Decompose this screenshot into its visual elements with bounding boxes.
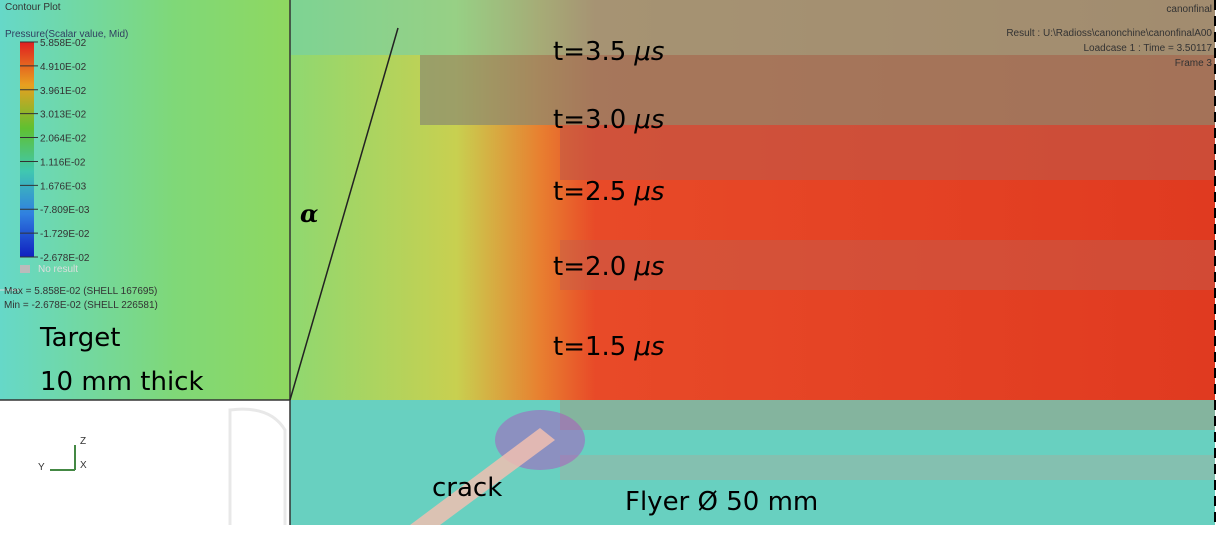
angle-label: α bbox=[300, 199, 318, 228]
time-value: t=3.0 bbox=[553, 105, 626, 135]
time-value: t=1.5 bbox=[553, 332, 626, 362]
legend-label: -2.678E-02 bbox=[40, 253, 90, 264]
model-name: canonfinal bbox=[1166, 4, 1212, 15]
flyer-label: Flyer Ø 50 mm bbox=[625, 487, 818, 517]
legend-label: -1.729E-02 bbox=[40, 229, 90, 240]
legend-label: 4.910E-02 bbox=[40, 62, 87, 73]
frame: Frame 3 bbox=[1175, 58, 1213, 69]
band bbox=[420, 55, 1215, 125]
result-path: Result : U:\Radioss\canonchine\canonfina… bbox=[1006, 28, 1212, 39]
legend-swatch bbox=[20, 265, 30, 273]
screenshot: Contour Plot Pressure(Scalar value, Mid)… bbox=[0, 0, 1224, 535]
axis-label: Z bbox=[80, 436, 86, 447]
legend-label: 5.858E-02 bbox=[40, 38, 87, 49]
thickness-label: 10 mm thick bbox=[40, 367, 204, 397]
axis-label: X bbox=[80, 460, 87, 471]
legend-label: 2.064E-02 bbox=[40, 134, 87, 145]
legend-label: 1.116E-02 bbox=[40, 157, 86, 168]
legend-label: 1.676E-03 bbox=[40, 181, 87, 192]
title: Contour Plot bbox=[5, 2, 61, 13]
legend-label: 3.961E-02 bbox=[40, 86, 87, 97]
target-label: Target bbox=[39, 323, 120, 353]
band bbox=[560, 400, 1215, 430]
legend-no-result: No result bbox=[38, 264, 78, 275]
crack-label: crack bbox=[432, 473, 502, 503]
time-unit: μs bbox=[633, 37, 664, 67]
time-unit: μs bbox=[633, 252, 664, 282]
loadcase: Loadcase 1 : Time = 3.50117 bbox=[1083, 43, 1212, 54]
legend-label: 3.013E-02 bbox=[40, 110, 87, 121]
time-value: t=2.5 bbox=[553, 177, 626, 207]
band bbox=[560, 455, 1215, 480]
time-unit: μs bbox=[633, 332, 664, 362]
time-unit: μs bbox=[633, 105, 664, 135]
axis-label: Y bbox=[38, 462, 45, 473]
legend-max: Max = 5.858E-02 (SHELL 167695) bbox=[4, 286, 157, 297]
time-value: t=2.0 bbox=[553, 252, 626, 282]
time-value: t=3.5 bbox=[553, 37, 626, 67]
legend-min: Min = -2.678E-02 (SHELL 226581) bbox=[4, 300, 158, 311]
legend-colorbar bbox=[20, 42, 34, 257]
legend-label: -7.809E-03 bbox=[40, 205, 90, 216]
time-unit: μs bbox=[633, 177, 664, 207]
